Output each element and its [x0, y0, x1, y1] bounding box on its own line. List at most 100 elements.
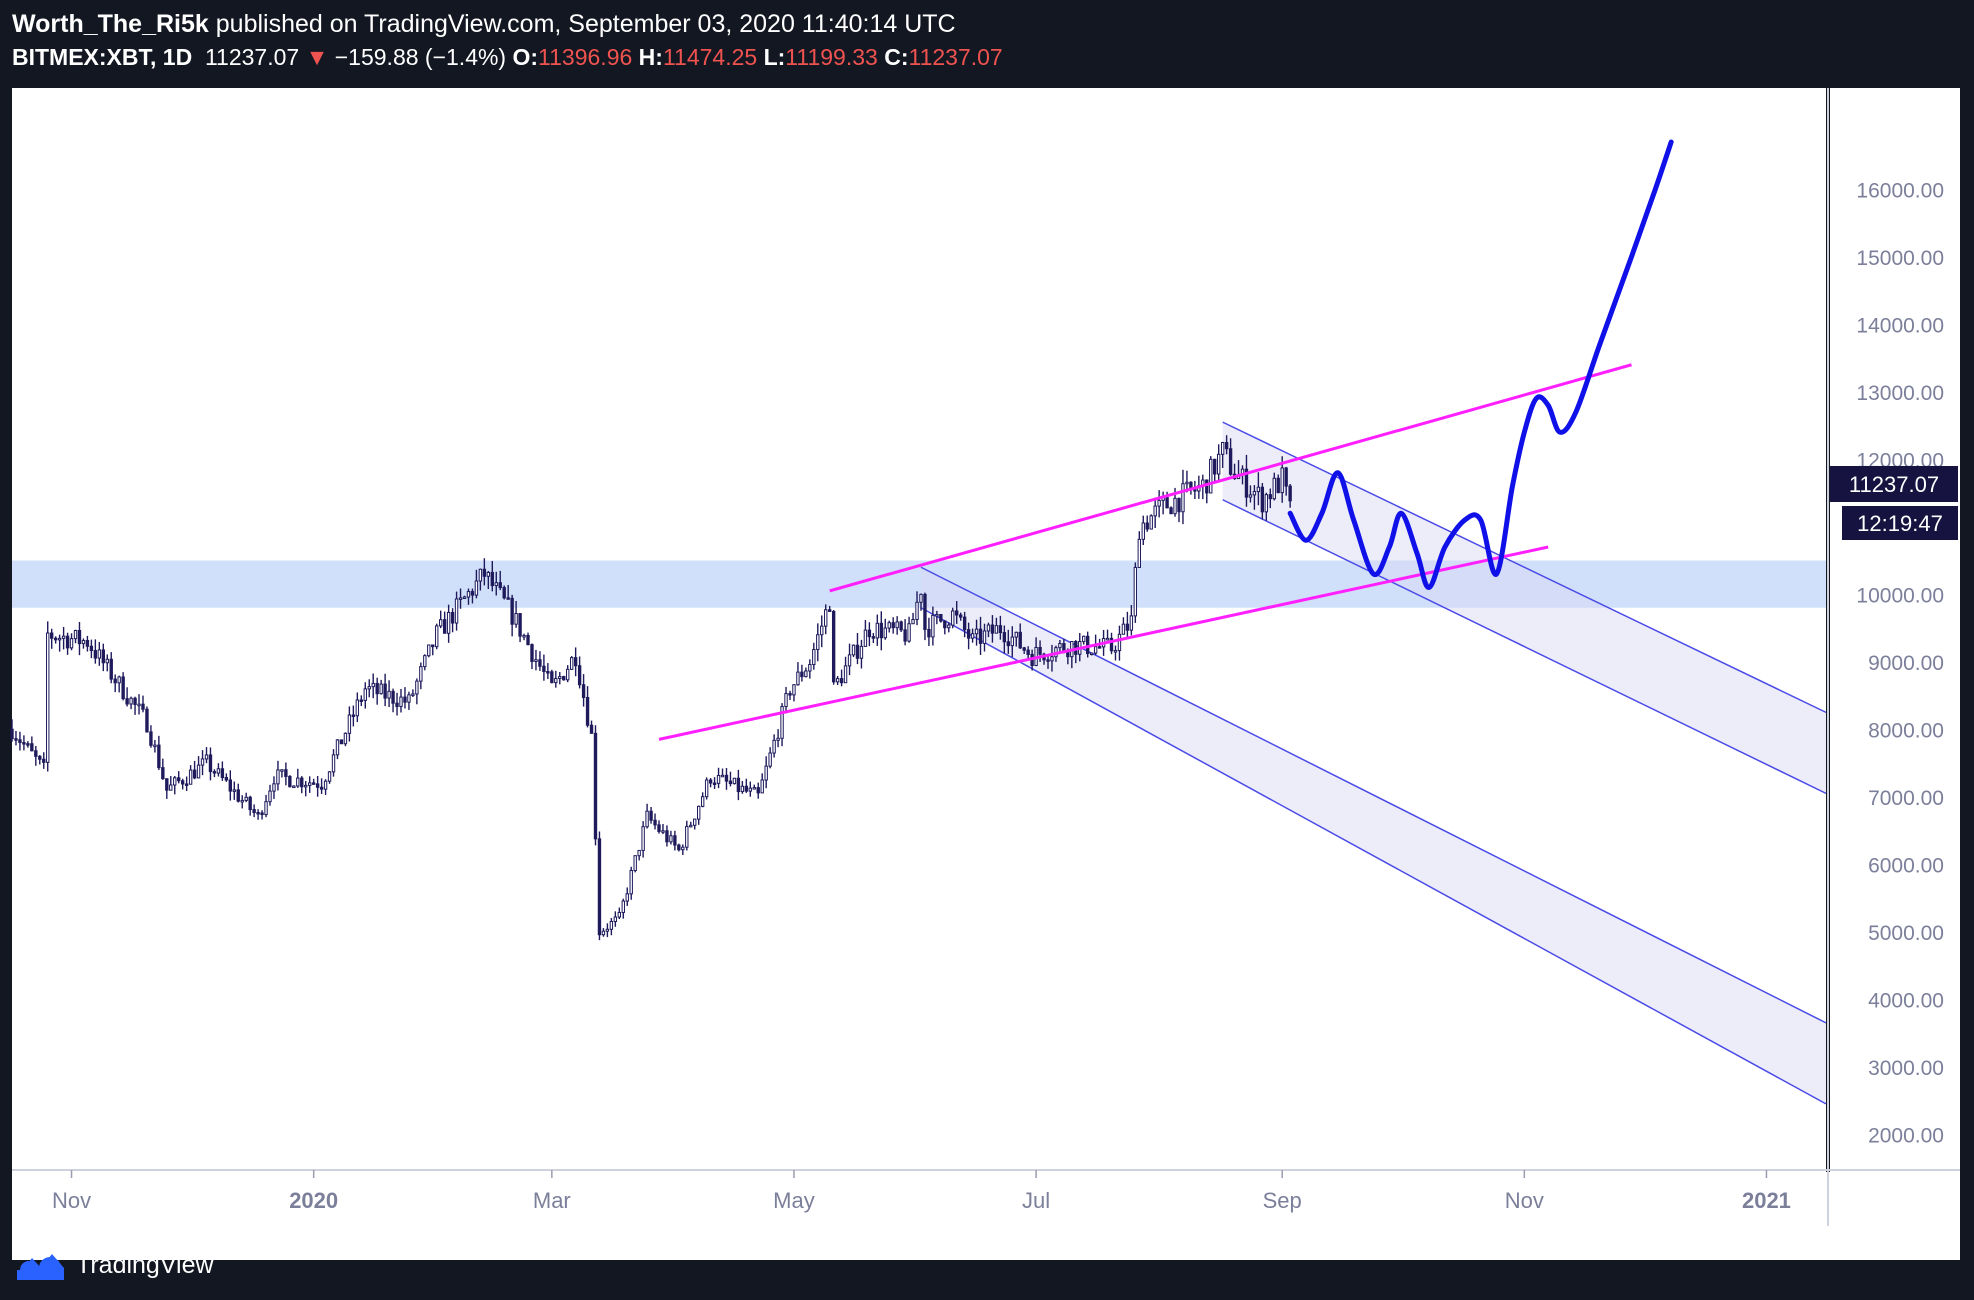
- x-tick-label: 2020: [289, 1188, 338, 1213]
- publish-line: Worth_The_Ri5k published on TradingView.…: [12, 8, 1962, 40]
- time-axis[interactable]: [12, 1172, 1960, 1260]
- price-axis[interactable]: [1830, 88, 1960, 1260]
- y-tick-label: 6000.00: [1868, 854, 1944, 877]
- candle-body: [816, 634, 820, 651]
- candle-body: [1276, 477, 1280, 494]
- candle-body: [820, 625, 824, 636]
- candle-body: [637, 849, 641, 857]
- candle-body: [391, 690, 395, 704]
- candle-body: [835, 678, 840, 683]
- candle-body: [149, 731, 153, 746]
- candle-body: [566, 668, 570, 681]
- candle-body: [1117, 633, 1122, 652]
- candle-body: [951, 610, 955, 626]
- candle-body: [145, 708, 149, 733]
- candle-body: [482, 568, 487, 577]
- candle-body: [383, 683, 387, 699]
- candle-body: [903, 629, 907, 642]
- candle-body: [530, 644, 534, 662]
- candle-body: [939, 613, 943, 622]
- x-tick-label: 2021: [1742, 1188, 1791, 1213]
- candle-body: [46, 632, 50, 763]
- candle-body: [1113, 650, 1118, 653]
- y-tick-label: 10000.00: [1856, 584, 1944, 607]
- candle-body: [978, 628, 983, 644]
- candle-body: [220, 768, 225, 779]
- candle-body: [808, 664, 812, 672]
- candle-body: [764, 765, 768, 781]
- candle-body: [526, 634, 530, 646]
- countdown-tag-text: 12:19:47: [1857, 511, 1943, 536]
- candle-body: [974, 628, 979, 635]
- candle-body: [399, 696, 403, 707]
- candle-body: [423, 655, 427, 668]
- candle-body: [450, 611, 455, 624]
- candle-body: [387, 690, 391, 699]
- candle-body: [228, 779, 233, 792]
- candle-body: [1284, 467, 1288, 487]
- candle-body: [192, 769, 197, 779]
- y-tick-label: 3000.00: [1868, 1057, 1944, 1080]
- candle-body: [153, 744, 157, 748]
- footer-branding[interactable]: TradingView: [14, 1246, 214, 1284]
- candle-body: [732, 777, 737, 785]
- low-label: L:: [763, 44, 786, 70]
- candle-body: [851, 644, 856, 656]
- candle-body: [486, 571, 491, 577]
- candle-body: [157, 744, 161, 769]
- candle-body: [1038, 646, 1042, 655]
- symbol-label[interactable]: BITMEX:XBT, 1D: [12, 44, 193, 70]
- candle-body: [1046, 659, 1050, 662]
- candle-body: [796, 671, 800, 686]
- y-tick-label: 15000.00: [1856, 247, 1944, 270]
- candle-body: [756, 787, 760, 794]
- plot-area[interactable]: [12, 88, 1826, 1210]
- candle-body: [1149, 515, 1153, 530]
- candle-body: [347, 714, 352, 734]
- candle-body: [236, 789, 240, 802]
- candle-body: [641, 826, 645, 851]
- candle-body: [1216, 453, 1221, 475]
- author-name[interactable]: Worth_The_Ri5k: [12, 10, 209, 38]
- support-zone: [12, 560, 1826, 608]
- candle-body: [407, 694, 411, 703]
- candle-body: [462, 596, 467, 600]
- candle-body: [958, 614, 963, 618]
- candle-body: [439, 619, 443, 627]
- candle-body: [573, 657, 578, 667]
- candle-body: [558, 676, 562, 679]
- high-label: H:: [638, 44, 663, 70]
- candle-body: [911, 618, 915, 625]
- candle-body: [256, 811, 260, 815]
- candle-body: [895, 621, 899, 629]
- candle-body: [1165, 497, 1169, 509]
- candle-body: [657, 824, 661, 832]
- candle-body: [105, 658, 109, 664]
- candle-body: [224, 777, 229, 781]
- candle-body: [562, 676, 566, 681]
- candle-body: [1177, 497, 1181, 513]
- y-tick-label: 14000.00: [1856, 314, 1944, 337]
- countdown-tag: [1842, 506, 1958, 540]
- candle-body: [875, 622, 880, 639]
- close-label: C:: [884, 44, 909, 70]
- candle-body: [855, 644, 860, 659]
- candle-body: [907, 623, 911, 642]
- candle-body: [585, 696, 590, 726]
- candle-body: [42, 758, 46, 763]
- candle-body: [792, 684, 796, 696]
- candle-body: [34, 750, 38, 757]
- candle-body: [57, 637, 62, 641]
- channel-1-lower-line: [920, 607, 1827, 1105]
- open-label: O:: [512, 44, 539, 70]
- candle-body: [986, 624, 991, 632]
- candle-body: [1062, 643, 1066, 652]
- candle-body: [50, 632, 54, 639]
- candle-body: [204, 754, 209, 760]
- candle-body: [728, 780, 733, 785]
- candle-body: [375, 682, 379, 695]
- channel-2-fill: [1222, 422, 1826, 794]
- candle-body: [323, 780, 328, 790]
- candle-body: [915, 601, 919, 620]
